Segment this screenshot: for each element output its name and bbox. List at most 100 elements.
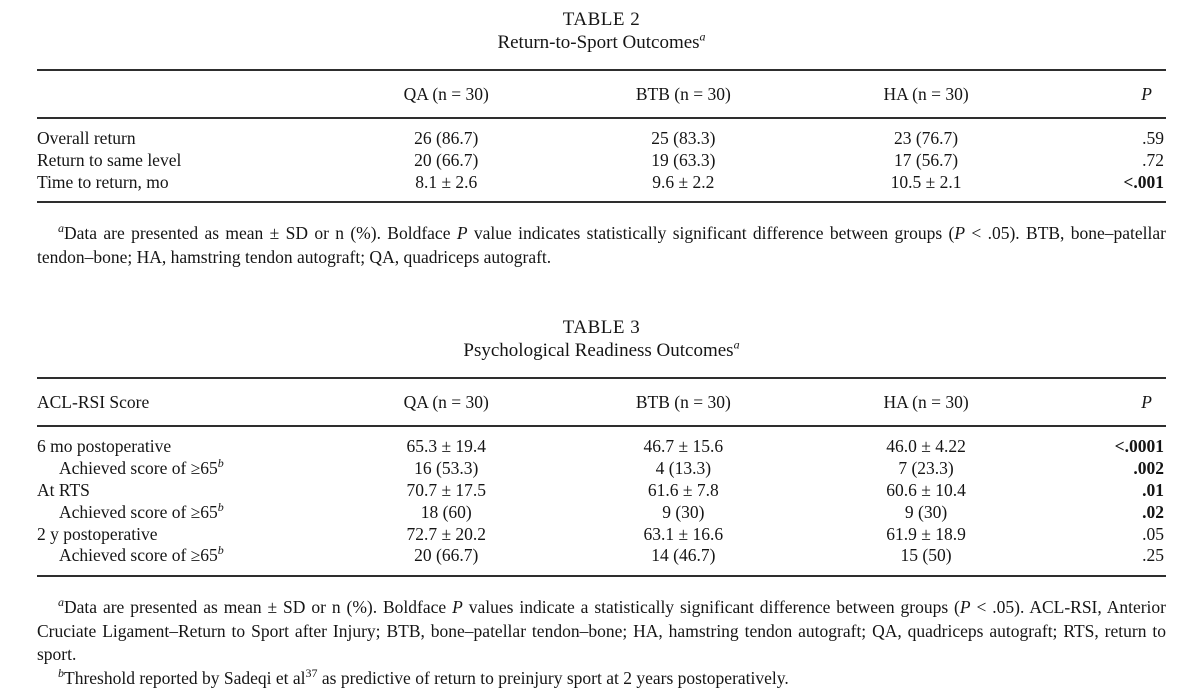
p-value-cell: .002: [1133, 458, 1164, 479]
footnote-text: Data are presented as mean ± SD or n (%)…: [64, 597, 453, 618]
value-cell: 25 (83.3): [651, 128, 716, 148]
value-cell: 20 (66.7): [414, 545, 479, 566]
table-head: QA (n = 30) BTB (n = 30) HA (n = 30) P: [37, 70, 1166, 119]
value-cell: 4 (13.3): [655, 458, 712, 479]
table-row: Time to return, mo 8.1 ± 2.6 9.6 ± 2.2 10.5…: [37, 172, 1166, 203]
value-cell: 60.6 ± 10.4: [886, 479, 966, 500]
value-cell: 14 (46.7): [651, 545, 716, 566]
footnote-marker: a: [58, 595, 64, 610]
p-value-cell: <.0001: [1114, 436, 1164, 457]
table2-footnotes: aData are presented as mean ± SD or n (%…: [37, 222, 1166, 269]
table3-section: TABLE 3 Psychological Readiness Outcomes…: [37, 316, 1166, 690]
column-header: ACL-RSI Score: [37, 378, 331, 428]
table3: ACL-RSI Score QA (n = 30) BTB (n = 30) HA (…: [37, 377, 1166, 578]
table2: QA (n = 30) BTB (n = 30) HA (n = 30) P Overa…: [37, 69, 1166, 204]
p-value-cell: .59: [1142, 128, 1164, 148]
row-label: At RTS: [37, 479, 90, 500]
value-cell: 8.1 ± 2.6: [415, 171, 478, 192]
row-label: Achieved score of ≥65b: [59, 543, 224, 566]
value-cell: 23 (76.7): [893, 128, 959, 148]
value-cell: 70.7 ± 17.5: [406, 479, 487, 500]
value-cell: 46.0 ± 4.22: [886, 436, 966, 457]
footnote: bThreshold reported by Sadeqi et al37 as…: [37, 667, 1166, 691]
footnote-marker: a: [58, 221, 64, 236]
table-row: Achieved score of ≥65b 16 (53.3) 4 (13.3) 7…: [37, 456, 1166, 480]
column-header: QA (n = 30): [330, 70, 562, 119]
p-value-cell: .05: [1142, 523, 1164, 544]
row-label: 6 mo postoperative: [37, 436, 172, 457]
footnote-text: < .05). BTB, bone–patellar tendon–bone; …: [37, 223, 1167, 267]
row-label-superscript: b: [217, 543, 224, 558]
table-row: Achieved score of ≥65b 18 (60) 9 (30) 9 (30…: [37, 499, 1166, 524]
table-head: ACL-RSI Score QA (n = 30) BTB (n = 30) HA (…: [37, 378, 1166, 428]
value-cell: 20 (66.7): [414, 149, 479, 170]
table2-caption: TABLE 2 Return-to-Sport Outcomesa: [37, 8, 1166, 54]
table2-section: TABLE 2 Return-to-Sport Outcomesa QA (n …: [37, 8, 1166, 269]
value-cell: 7 (23.3): [898, 458, 954, 479]
table2-title: Return-to-Sport Outcomesa: [37, 31, 1166, 54]
row-label: Achieved score of ≥65b: [59, 456, 224, 479]
value-cell: 65.3 ± 19.4: [406, 436, 487, 457]
row-label-superscript: b: [217, 456, 224, 471]
table2-number: TABLE 2: [562, 9, 641, 30]
footnote-text: value indicates statistically significan…: [467, 223, 955, 244]
row-label: Time to return, mo: [37, 171, 169, 192]
value-cell: 10.5 ± 2.1: [890, 171, 962, 192]
section-divider-space: [37, 269, 1166, 316]
table3-title: Psychological Readiness Outcomesa: [37, 339, 1166, 362]
value-cell: 61.6 ± 7.8: [647, 479, 719, 500]
table-body: 6 mo postoperative 65.3 ± 19.4 46.7 ± 15.6…: [37, 426, 1166, 576]
footnote-text: Threshold reported by Sadeqi et al: [64, 667, 306, 688]
footnote-text: P: [954, 223, 966, 244]
value-cell: 19 (63.3): [651, 149, 716, 170]
table-body: Overall return 26 (86.7) 25 (83.3) 23 (76.7…: [37, 118, 1166, 202]
p-value-cell: .02: [1142, 501, 1164, 522]
footnote-text: values indicate a statistically signific…: [462, 597, 960, 618]
table-row: 6 mo postoperative 65.3 ± 19.4 46.7 ± 15.6…: [37, 426, 1166, 458]
footnote-text: Data are presented as mean ± SD or n (%)…: [64, 223, 457, 244]
table-row: Achieved score of ≥65b 20 (66.7) 14 (46.7)…: [37, 545, 1166, 576]
p-value-cell: .01: [1142, 479, 1164, 500]
table3-title-superscript: a: [733, 338, 740, 353]
table-row: At RTS 70.7 ± 17.5 61.6 ± 7.8 60.6 ± 10.4 .0…: [37, 480, 1166, 502]
footnote-text: P: [456, 223, 468, 244]
footnote: aData are presented as mean ± SD or n (%…: [37, 222, 1166, 269]
value-cell: 17 (56.7): [893, 149, 959, 170]
value-cell: 16 (53.3): [414, 458, 479, 479]
row-label-superscript: b: [217, 499, 224, 514]
footnote-marker: b: [58, 665, 64, 680]
column-header: HA (n = 30): [804, 378, 1048, 428]
p-value-cell: <.001: [1123, 171, 1164, 192]
value-cell: 26 (86.7): [414, 128, 479, 148]
footnote-text: < .05). ACL-RSI, Anterior Cruciate Ligam…: [37, 597, 1167, 665]
value-cell: 9.6 ± 2.2: [652, 171, 715, 192]
value-cell: 63.1 ± 16.6: [643, 523, 724, 544]
value-cell: 46.7 ± 15.6: [643, 436, 724, 457]
column-header: [37, 70, 331, 119]
row-label: 2 y postoperative: [37, 523, 158, 544]
table3-number: TABLE 3: [562, 317, 641, 339]
value-cell: 9 (30): [904, 501, 948, 522]
value-cell: 9 (30): [662, 501, 705, 522]
p-value-cell: .25: [1142, 545, 1164, 566]
column-header: BTB (n = 30): [561, 70, 805, 119]
footnote-text: P: [452, 597, 463, 618]
table-row: Return to same level 20 (66.7) 19 (63.3) 17…: [37, 150, 1166, 172]
value-cell: 18 (60): [420, 501, 472, 522]
footnote-text: P: [959, 597, 971, 618]
footnote-text: 37: [305, 665, 318, 680]
table-row: Overall return 26 (86.7) 25 (83.3) 23 (76.7…: [37, 118, 1166, 150]
value-cell: 15 (50): [900, 545, 952, 566]
table3-caption: TABLE 3 Psychological Readiness Outcomes…: [37, 316, 1166, 362]
p-value-cell: .72: [1142, 149, 1164, 170]
header-row: QA (n = 30) BTB (n = 30) HA (n = 30) P: [37, 70, 1166, 119]
column-header: P: [1047, 70, 1166, 119]
value-cell: 72.7 ± 20.2: [406, 523, 487, 544]
table-row: 2 y postoperative 72.7 ± 20.2 63.1 ± 16.6 6…: [37, 524, 1166, 546]
column-header: BTB (n = 30): [561, 378, 805, 428]
footnote-text: as predictive of return to preinjury spo…: [317, 667, 789, 688]
table2-title-text: Return-to-Sport Outcomes: [497, 32, 700, 53]
column-header: QA (n = 30): [330, 378, 562, 428]
footnote: aData are presented as mean ± SD or n (%…: [37, 596, 1166, 667]
